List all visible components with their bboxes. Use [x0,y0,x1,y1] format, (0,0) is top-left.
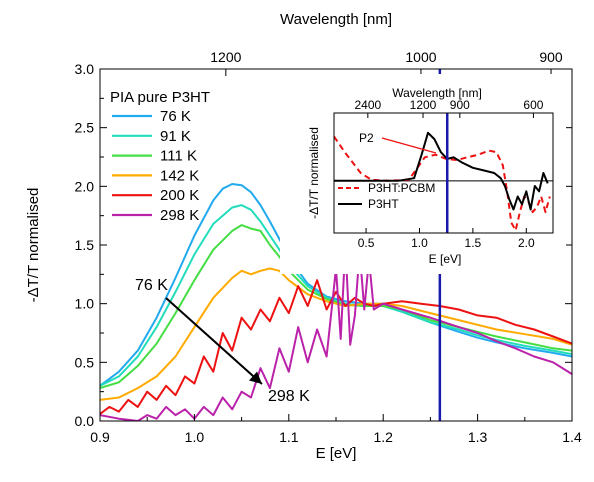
inset-plot: P2 0.5 1.0 1.5 2.0 2400 1200 900 600 Wavelength [… [280,74,566,274]
legend: PIA pure P3HT 76 K 91 K 111 K 142 K 200 K 298 … [110,89,210,224]
x-tick-label: 1.4 [562,429,582,445]
series-line-142-k [100,267,572,401]
inset-x-tick-label: 1.0 [411,236,428,250]
main-plot: 0.9 1.0 1.1 1.2 1.3 1.4 0.0 0.5 1.0 1.5 2.0 2.5 3.0 1… [25,11,582,462]
series-line-200-k [100,279,572,415]
series-line-298-k [100,244,572,421]
inset-series-line-p3ht [334,131,549,211]
inset-legend: P3HT:PCBM P3HT [338,181,435,211]
annotation-arrow-shaft [165,297,263,385]
x2-axis-label: Wavelength [nm] [280,11,392,28]
inset-y-axis-label: -ΔT/T normalised [307,127,321,219]
annotation-from-label: 76 K [135,277,168,294]
inset-x2-tick-label: 600 [523,98,543,112]
y-tick-label: 0.0 [75,413,95,429]
legend-entry-76-k: 76 K [160,108,191,125]
x-tick-label: 1.1 [279,429,299,445]
legend-entry-298-k: 298 K [160,207,199,224]
inset-series-line-p3ht-pcbm [334,135,551,232]
legend-entry-142-k: 142 K [160,167,199,184]
x-tick-label: 1.2 [373,429,393,445]
annotation-arrow-head [249,371,262,384]
inset-x-tick-label: 1.5 [465,236,482,250]
y-tick-label: 1.0 [75,296,95,312]
inset-series-group [334,131,551,232]
y-tick-label: 3.0 [75,61,95,77]
inset-p2-label: P2 [359,131,374,145]
inset-p2-pointer [381,137,437,154]
y-tick-label: 1.5 [75,237,95,253]
x2-tick-label: 1000 [405,49,436,65]
y-tick-label: 0.5 [75,354,95,370]
inset-x2-axis-label: Wavelength [nm] [392,86,482,100]
legend-entry-111-k: 111 K [160,148,197,165]
x2-tick-label: 1200 [210,49,241,65]
inset-legend-entry-p3ht-pcbm: P3HT:PCBM [368,181,435,195]
x-axis-label: E [eV] [316,445,357,462]
inset-x2-tick-label: 2400 [354,98,381,112]
inset-x2-tick-label: 1200 [410,98,437,112]
x-tick-label: 1.3 [468,429,488,445]
inset-background [280,74,566,274]
legend-title: PIA pure P3HT [110,89,210,106]
inset-x2-tick-label: 900 [450,98,470,112]
x-tick-label: 0.9 [90,429,110,445]
inset-x-tick-label: 2.0 [518,236,535,250]
annotation-to-label: 298 K [268,388,310,405]
legend-entry-200-k: 200 K [160,187,199,204]
y-tick-label: 2.5 [75,120,95,136]
inset-plot-frame [333,112,554,234]
y-tick-label: 2.0 [75,178,95,194]
x2-tick-label: 900 [539,49,563,65]
legend-entry-91-k: 91 K [160,128,191,145]
inset-x-axis-label: E [eV] [429,252,462,266]
x-tick-label: 1.0 [185,429,205,445]
inset-x-tick-label: 0.5 [358,236,375,250]
y-axis-label: -ΔT/T normalised [25,188,42,303]
inset-legend-entry-p3ht: P3HT [368,197,399,211]
